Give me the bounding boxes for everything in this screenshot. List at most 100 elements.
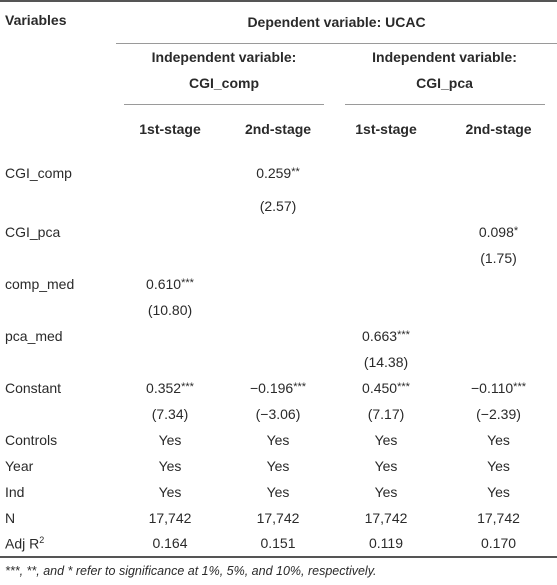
coefficient-cell bbox=[224, 219, 332, 245]
summary-cell: 17,742 bbox=[364, 509, 408, 526]
summary-cell: Yes bbox=[266, 483, 290, 500]
t-stat-cell bbox=[116, 245, 224, 271]
summary-rows: Controls Yes Yes Yes Yes Year Yes Yes Yes Yes Ind Y… bbox=[0, 427, 557, 557]
table-row: Ind Yes Yes Yes Yes bbox=[0, 479, 557, 505]
coefficient-cell bbox=[332, 219, 440, 245]
coefficient-cell bbox=[224, 323, 332, 349]
row-label-blank bbox=[0, 193, 116, 219]
table-row: comp_med 0.610*** bbox=[0, 271, 557, 297]
summary-cell: Yes bbox=[374, 483, 398, 500]
coefficient-cell bbox=[224, 271, 332, 297]
coefficient-cell: 0.352*** bbox=[146, 379, 194, 396]
table-row: Adj R2 0.164 0.151 0.119 0.170 bbox=[0, 531, 557, 557]
t-stat-cell bbox=[332, 245, 440, 271]
coefficient-cell: 0.610*** bbox=[146, 275, 194, 292]
row-label-blank bbox=[0, 245, 116, 271]
coefficient-cell: 0.450*** bbox=[362, 379, 410, 396]
significance-note: ***, **, and * refer to significance at … bbox=[5, 564, 377, 578]
row-label: Controls bbox=[5, 431, 58, 448]
summary-cell: 17,742 bbox=[148, 509, 192, 526]
coefficient-cell bbox=[440, 153, 557, 193]
summary-cell: 17,742 bbox=[477, 509, 520, 526]
row-label: Adj R2 bbox=[5, 534, 45, 552]
t-stat-cell bbox=[440, 349, 557, 375]
header-dependent-variable: Dependent variable: UCAC bbox=[116, 1, 557, 44]
coefficient-cell bbox=[116, 153, 224, 193]
row-label-blank bbox=[0, 401, 116, 427]
table-row: (7.34) (−3.06) (7.17) (−2.39) bbox=[0, 401, 557, 427]
coefficient-cell bbox=[332, 153, 440, 193]
table-row: Constant 0.352*** −0.196*** 0.450*** −0.110*… bbox=[0, 375, 557, 401]
coefficient-cell bbox=[116, 219, 224, 245]
table-row: Year Yes Yes Yes Yes bbox=[0, 453, 557, 479]
coefficient-cell: 0.663*** bbox=[362, 327, 410, 344]
summary-cell: Yes bbox=[487, 483, 510, 500]
table-row: (14.38) bbox=[0, 349, 557, 375]
table-row: Controls Yes Yes Yes Yes bbox=[0, 427, 557, 453]
summary-cell: 0.151 bbox=[260, 535, 296, 551]
coefficient-cell bbox=[116, 323, 224, 349]
coefficient-cell: 0.098* bbox=[478, 223, 519, 240]
summary-cell: Yes bbox=[266, 457, 290, 474]
t-stat-cell: (2.57) bbox=[259, 197, 297, 214]
summary-cell: Yes bbox=[487, 457, 510, 474]
coefficient-cell: 0.259** bbox=[256, 164, 300, 181]
t-stat-cell bbox=[116, 349, 224, 375]
summary-cell: Yes bbox=[374, 457, 398, 474]
header-group-cgi-comp: Independent variable: CGI_comp bbox=[116, 43, 332, 105]
header-group-cgi-pca: Independent variable: CGI_pca bbox=[332, 43, 557, 105]
t-stat-cell: (−3.06) bbox=[255, 405, 301, 422]
row-label: Year bbox=[5, 457, 34, 474]
summary-cell: Yes bbox=[158, 483, 182, 500]
row-label: Constant bbox=[5, 379, 62, 396]
table-row: N 17,742 17,742 17,742 17,742 bbox=[0, 505, 557, 531]
group2-line1: Independent variable: bbox=[372, 48, 517, 65]
header-stage-1: 1st-stage bbox=[139, 120, 201, 137]
coefficient-cell bbox=[332, 271, 440, 297]
t-stat-cell: (7.17) bbox=[367, 405, 405, 422]
summary-cell: 0.119 bbox=[369, 535, 403, 551]
summary-cell: 17,742 bbox=[256, 509, 300, 526]
t-stat-cell: (10.80) bbox=[147, 301, 193, 318]
coefficient-cell bbox=[440, 271, 557, 297]
table-row: (10.80) bbox=[0, 297, 557, 323]
t-stat-cell bbox=[332, 297, 440, 323]
row-label: Ind bbox=[5, 483, 25, 500]
row-label-blank bbox=[0, 297, 116, 323]
coefficient-rows: CGI_comp 0.259** (2.57) CGI_pca 0.098* (1.75)… bbox=[0, 153, 557, 427]
t-stat-cell: (7.34) bbox=[151, 405, 189, 422]
table-row: CGI_pca 0.098* bbox=[0, 219, 557, 245]
header-variables: Variables bbox=[5, 12, 67, 28]
row-label-blank bbox=[0, 349, 116, 375]
coefficient-cell: −0.110*** bbox=[471, 379, 527, 396]
row-label: pca_med bbox=[5, 327, 63, 344]
summary-cell: Yes bbox=[374, 431, 398, 448]
t-stat-cell: (1.75) bbox=[480, 249, 517, 266]
t-stat-cell bbox=[332, 193, 440, 219]
t-stat-cell bbox=[224, 245, 332, 271]
table-row: CGI_comp 0.259** bbox=[0, 153, 557, 193]
header-stage-3: 1st-stage bbox=[355, 120, 417, 137]
summary-cell: Yes bbox=[266, 431, 290, 448]
t-stat-cell bbox=[440, 297, 557, 323]
t-stat-cell bbox=[116, 193, 224, 219]
group2-line2: CGI_pca bbox=[416, 74, 473, 91]
table-row: (2.57) bbox=[0, 193, 557, 219]
table-row: (1.75) bbox=[0, 245, 557, 271]
t-stat-cell bbox=[224, 297, 332, 323]
coefficient-cell: −0.196*** bbox=[249, 379, 307, 396]
group1-line2: CGI_comp bbox=[188, 74, 259, 91]
summary-cell: Yes bbox=[158, 457, 182, 474]
row-label: N bbox=[5, 509, 16, 526]
regression-table: Variables Dependent variable: UCAC Indep… bbox=[0, 1, 557, 557]
group1-line1: Independent variable: bbox=[151, 48, 297, 65]
t-stat-cell bbox=[440, 193, 557, 219]
t-stat-cell: (14.38) bbox=[363, 353, 409, 370]
row-label: CGI_comp bbox=[5, 164, 72, 181]
summary-cell: 0.170 bbox=[480, 535, 517, 551]
header-stage-4: 2nd-stage bbox=[465, 120, 532, 137]
summary-cell: Yes bbox=[158, 431, 182, 448]
header-stage-2: 2nd-stage bbox=[244, 120, 312, 137]
table-row: pca_med 0.663*** bbox=[0, 323, 557, 349]
